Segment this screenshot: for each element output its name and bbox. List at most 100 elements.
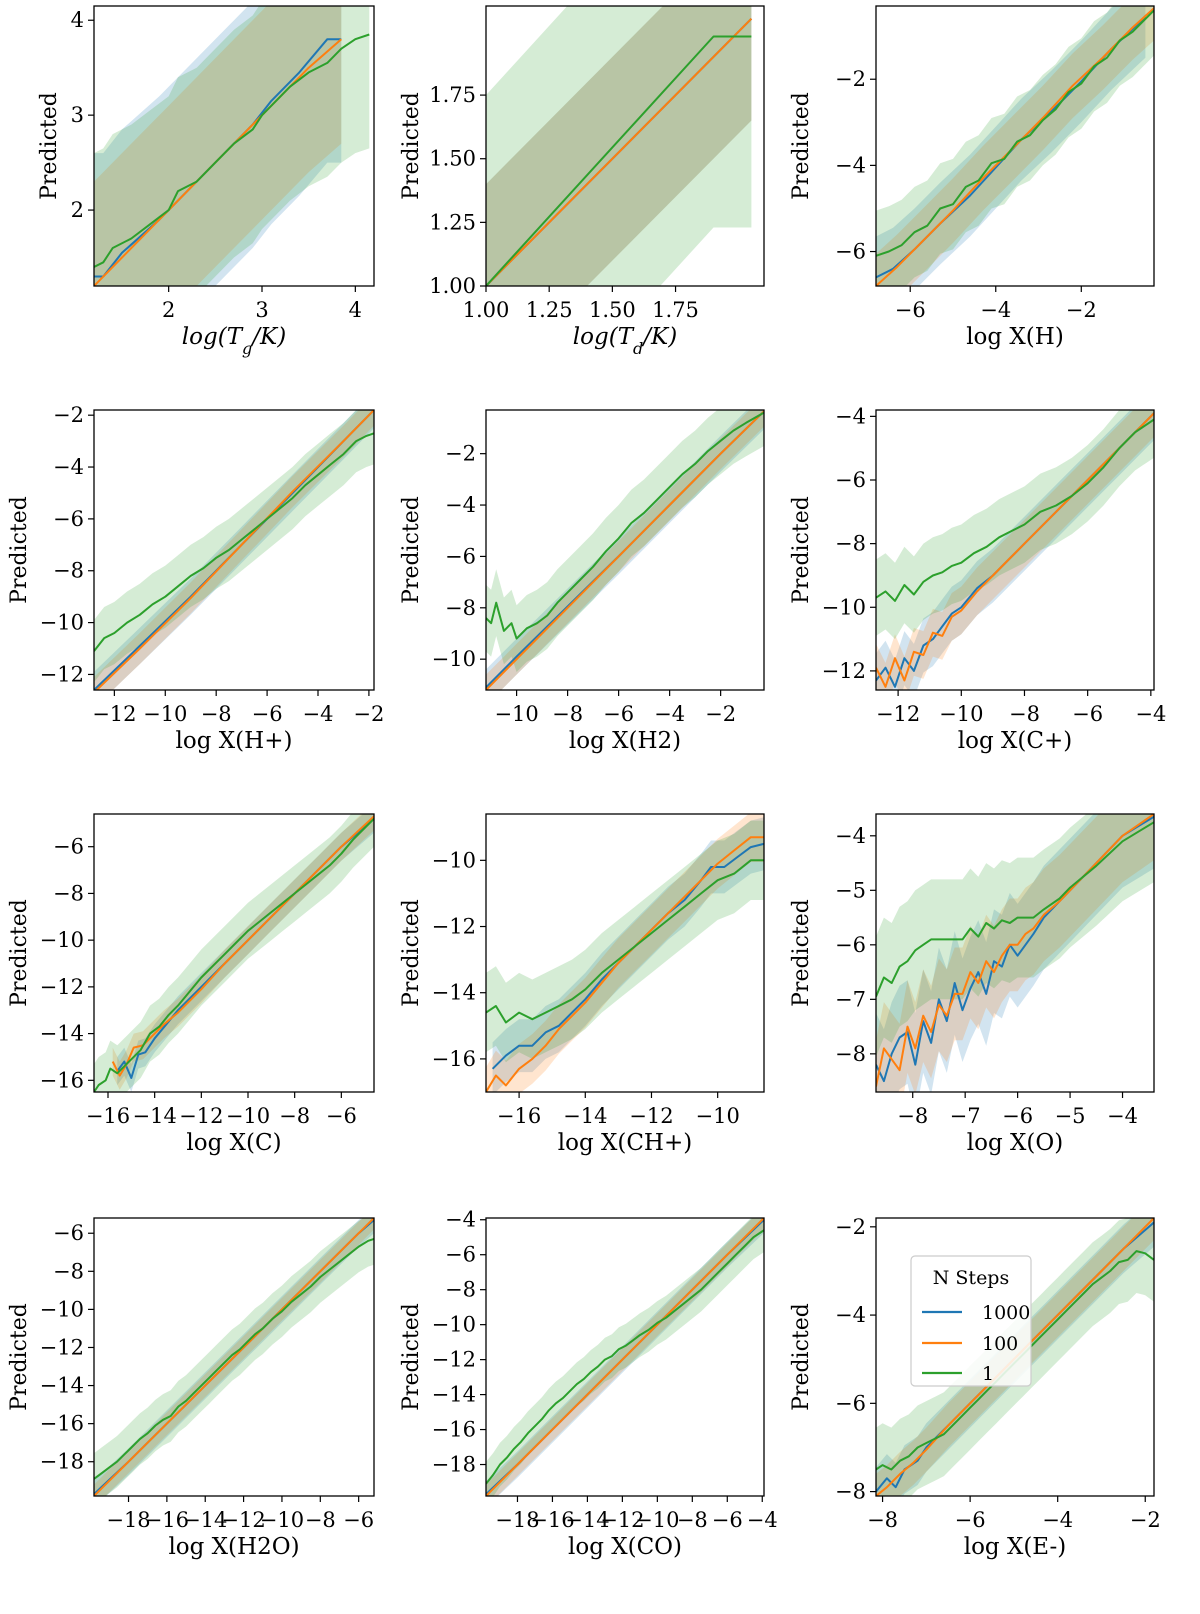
y-tick-label: −14 [432, 1383, 476, 1407]
y-tick-label: −6 [835, 1391, 866, 1415]
axes-frame [485, 409, 765, 691]
y-axis-label: Predicted [399, 496, 424, 604]
x-tick-label: −2 [353, 702, 384, 726]
band-1000-steps [94, 6, 342, 286]
x-tick-label: −4 [303, 702, 334, 726]
y-tick-label: −18 [432, 1453, 476, 1477]
x-tick-label: −8 [305, 1508, 336, 1532]
x-tick-label: −6 [603, 702, 634, 726]
plot-area [876, 814, 1154, 1092]
y-tick-label: −4 [835, 153, 866, 177]
y-tick-label: −10 [432, 848, 476, 872]
panel-9: −8 −7 −6 −5 −4 −8 −7 −6 −5 −4 log X(O) Predicted [789, 813, 1155, 1156]
x-tick-label: 4 [349, 298, 362, 322]
x-tick-label: −6 [712, 1508, 743, 1532]
x-axis-label: log X(C+) [958, 728, 1072, 754]
x-tick-label: 1.00 [463, 298, 510, 322]
x-tick-label: −4 [1107, 1104, 1138, 1128]
x-tick-label: −12 [92, 702, 136, 726]
plot-area [486, 6, 753, 286]
x-axis-label: log X(H) [966, 324, 1064, 350]
band-1-steps [94, 410, 374, 683]
x-axis-label: log X(H2) [569, 728, 681, 754]
y-tick-label: −4 [445, 493, 476, 517]
x-tick-label: −6 [955, 1508, 986, 1532]
axes-frame [93, 5, 375, 287]
band-1-steps [486, 820, 764, 1063]
y-tick-label: −10 [40, 611, 84, 635]
y-axis-label: Predicted [399, 92, 424, 200]
y-tick-label: 2 [71, 198, 84, 222]
plot-area [94, 1218, 374, 1496]
line-1-steps [486, 1229, 764, 1485]
x-tick-label: −8 [552, 702, 583, 726]
x-tick-label: −8 [279, 1104, 310, 1128]
y-tick-label: −12 [40, 975, 84, 999]
line-1-steps [94, 1237, 374, 1480]
line-100-steps [486, 17, 753, 286]
y-tick-label: −2 [445, 442, 476, 466]
x-tick-label: −10 [696, 1104, 740, 1128]
plot-area [486, 410, 764, 690]
plot-area [94, 6, 370, 286]
x-tick-label: 3 [255, 298, 268, 322]
y-axis-label: Predicted [789, 1303, 814, 1411]
axes-frame [93, 1217, 375, 1497]
panel-6: −12 −10 −8 −6 −4 −12 −10 −8 −6 −4 log X(C+) Predict… [789, 404, 1166, 754]
x-tick-label: −4 [980, 298, 1011, 322]
line-1-steps [486, 859, 764, 1024]
axes-frame [875, 813, 1155, 1093]
band-1-steps [876, 410, 1154, 640]
x-tick-label: −12 [876, 702, 920, 726]
axes-frame [93, 813, 375, 1093]
line-1-steps [486, 411, 764, 640]
legend-label-1000: 1000 [982, 1302, 1030, 1324]
x-tick-label: −16 [86, 1104, 130, 1128]
y-tick-label: −2 [835, 67, 866, 91]
x-axis-label: log X(CO) [568, 1534, 682, 1560]
plot-area [486, 1218, 764, 1496]
line-1-steps [876, 418, 1154, 602]
y-tick-label: −12 [40, 662, 84, 686]
axes-frame [93, 409, 375, 691]
axes-frame [485, 5, 765, 287]
band-1-steps [486, 6, 752, 286]
panel-11: −18−16−14−12−10−8 −6 −4−18−16−14−12−10−8−6… [399, 1208, 778, 1560]
y-axis-label: Predicted [399, 1303, 424, 1411]
x-tick-label: −6 [252, 702, 283, 726]
x-tick-label: −6 [1002, 1104, 1033, 1128]
y-tick-label: −4 [835, 404, 866, 428]
y-axis-label: Predicted [399, 899, 424, 1007]
line-1-steps [876, 9, 1154, 257]
x-tick-label: −8 [867, 1508, 898, 1532]
x-tick-label: −16 [497, 1104, 541, 1128]
plot-area [876, 6, 1154, 286]
line-100-steps [94, 1218, 374, 1496]
x-tick-label: −8 [1009, 702, 1040, 726]
y-tick-label: −14 [432, 981, 476, 1005]
y-tick-label: −8 [835, 1042, 866, 1066]
y-tick-label: −6 [53, 507, 84, 531]
plot-area [876, 410, 1154, 690]
band-1-steps [876, 6, 1154, 286]
x-axis-label: log X(E-) [964, 1534, 1067, 1560]
x-axis-label: log(Tg/K) [182, 324, 286, 358]
band-1000-steps [876, 6, 1146, 286]
x-tick-label: −14 [565, 1508, 609, 1532]
legend: N Steps 1000 100 1 [910, 1255, 1032, 1387]
y-tick-label: −8 [445, 1278, 476, 1302]
x-tick-label: −10 [226, 1104, 270, 1128]
x-tick-label: −10 [494, 702, 538, 726]
axes-frame [875, 1217, 1155, 1497]
x-axis-label: log(Td/K) [573, 324, 677, 358]
y-tick-label: −10 [432, 1313, 476, 1337]
y-tick-label: −10 [40, 1297, 84, 1321]
y-tick-label: −8 [53, 1259, 84, 1283]
y-tick-label: −8 [53, 881, 84, 905]
y-axis-label: Predicted [789, 496, 814, 604]
x-tick-label: 1.75 [652, 298, 699, 322]
x-tick-label: −8 [677, 1508, 708, 1532]
x-tick-label: −5 [1055, 1104, 1086, 1128]
legend-label-100: 100 [982, 1333, 1018, 1355]
